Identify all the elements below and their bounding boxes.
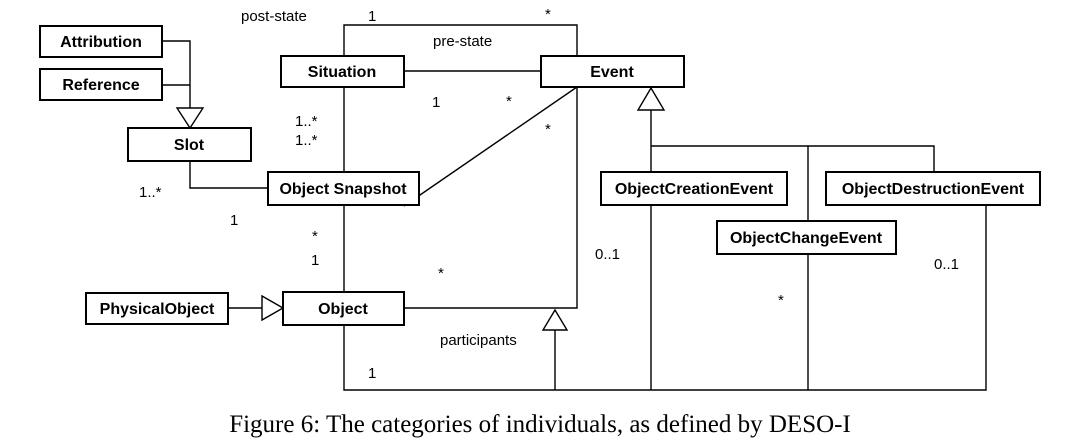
event-gen-bus — [651, 145, 935, 172]
mult-participants-star: * — [438, 265, 444, 282]
diagram-edges — [146, 24, 987, 391]
class-situation-label: Situation — [308, 64, 376, 81]
event-snapshot-line — [403, 86, 578, 207]
mult-destruction: 0..1 — [934, 256, 959, 273]
class-object-change-event: ObjectChangeEvent — [716, 220, 897, 255]
slot-gen-triangle — [175, 107, 205, 130]
class-object-snapshot: Object Snapshot — [267, 171, 420, 206]
label-pre-state: pre-state — [433, 33, 492, 50]
class-object-destruction-event: ObjectDestructionEvent — [825, 171, 1041, 206]
class-object-label: Object — [318, 301, 368, 318]
class-object-change-event-label: ObjectChangeEvent — [730, 230, 883, 247]
class-object: Object — [282, 291, 405, 326]
edge-labels: post-state 1 * pre-state 1 * * 1..* 1..*… — [139, 6, 959, 382]
post-state-line — [343, 24, 578, 56]
mult-bottom-1: 1 — [368, 365, 376, 382]
class-reference: Reference — [39, 68, 163, 101]
mult-post-state-1: 1 — [368, 8, 376, 25]
class-physical-object: PhysicalObject — [85, 292, 229, 325]
mult-slot: 1..* — [139, 184, 162, 201]
figure-caption: Figure 6: The categories of individuals,… — [229, 411, 851, 438]
mult-snapshot-star: * — [312, 228, 318, 245]
label-post-state: post-state — [241, 8, 307, 25]
mult-change: * — [778, 292, 784, 309]
class-physical-object-label: PhysicalObject — [100, 301, 215, 318]
participants-gen-triangle — [541, 308, 569, 331]
class-object-creation-event: ObjectCreationEvent — [600, 171, 788, 206]
class-slot: Slot — [127, 127, 252, 162]
event-gen-triangle — [636, 86, 666, 111]
class-reference-label: Reference — [62, 77, 139, 94]
mult-object-1: 1 — [311, 252, 319, 269]
mult-snapshot-1: 1 — [230, 212, 238, 229]
class-event: Event — [540, 55, 685, 88]
mult-situation-2: 1..* — [295, 132, 318, 149]
mult-pre-state-1: 1 — [432, 94, 440, 111]
object-gen-triangle — [261, 294, 285, 322]
class-attribution-label: Attribution — [60, 34, 142, 51]
mult-situation-1: 1..* — [295, 113, 318, 130]
event-object-line — [404, 87, 578, 309]
class-slot-label: Slot — [174, 137, 205, 154]
class-attribution: Attribution — [39, 25, 163, 58]
object-bottom-line — [343, 205, 987, 391]
generalization-arrows — [175, 86, 666, 331]
mult-creation: 0..1 — [595, 246, 620, 263]
mult-pre-state-star: * — [506, 93, 512, 110]
class-situation: Situation — [280, 55, 405, 88]
mult-post-state-star: * — [545, 6, 551, 23]
class-object-creation-event-label: ObjectCreationEvent — [615, 181, 774, 198]
class-event-label: Event — [590, 64, 634, 81]
label-participants: participants — [440, 332, 517, 349]
slot-snapshot-line — [189, 162, 268, 189]
mult-event-star: * — [545, 121, 551, 138]
class-object-snapshot-label: Object Snapshot — [279, 181, 407, 198]
class-object-destruction-event-label: ObjectDestructionEvent — [842, 181, 1025, 198]
